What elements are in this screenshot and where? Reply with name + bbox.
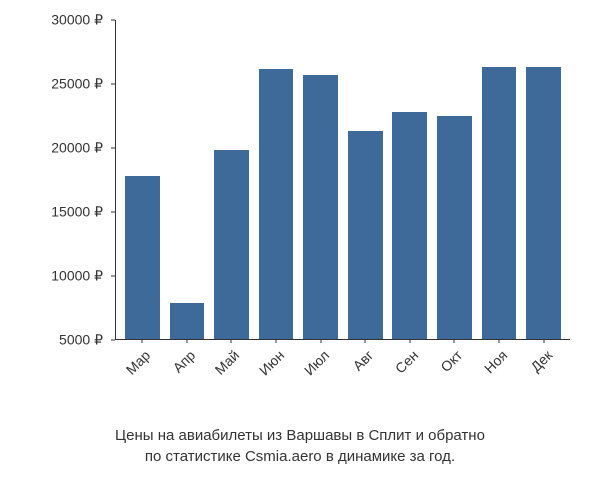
- bar-slot: Ноя: [477, 20, 522, 339]
- bar: [303, 75, 338, 339]
- bar-slot: Мар: [120, 20, 165, 339]
- y-tick-label: 30000 ₽: [30, 12, 115, 29]
- bar-slot: Апр: [165, 20, 210, 339]
- bar: [392, 112, 427, 339]
- bar: [526, 67, 561, 339]
- x-tick-mark: [454, 339, 455, 343]
- y-tick-label: 10000 ₽: [30, 268, 115, 285]
- bar-slot: Сен: [388, 20, 433, 339]
- x-tick-mark: [186, 339, 187, 343]
- bar: [348, 131, 383, 339]
- x-tick-mark: [543, 339, 544, 343]
- y-tick-label: 20000 ₽: [30, 140, 115, 157]
- bar-slot: Дек: [521, 20, 566, 339]
- bar: [437, 116, 472, 339]
- caption-line-1: Цены на авиабилеты из Варшавы в Сплит и …: [115, 427, 485, 444]
- bar-slot: Июн: [254, 20, 299, 339]
- plot-area: МарАпрМайИюнИюлАвгСенОктНояДек: [115, 20, 570, 340]
- bar-slot: Май: [209, 20, 254, 339]
- caption-line-2: по статистике Csmia.aero в динамике за г…: [145, 448, 455, 465]
- price-chart: 5000 ₽10000 ₽15000 ₽20000 ₽25000 ₽30000 …: [30, 20, 570, 400]
- bar-slot: Июл: [298, 20, 343, 339]
- bar: [125, 176, 160, 339]
- x-tick-mark: [231, 339, 232, 343]
- x-tick-mark: [365, 339, 366, 343]
- bar-slot: Окт: [432, 20, 477, 339]
- bars-container: МарАпрМайИюнИюлАвгСенОктНояДек: [116, 20, 570, 339]
- chart-caption: Цены на авиабилеты из Варшавы в Сплит и …: [0, 425, 600, 467]
- x-tick-mark: [142, 339, 143, 343]
- y-tick-label: 15000 ₽: [30, 204, 115, 221]
- x-tick-mark: [320, 339, 321, 343]
- x-tick-mark: [409, 339, 410, 343]
- x-tick-mark: [276, 339, 277, 343]
- bar-slot: Авг: [343, 20, 388, 339]
- bar: [259, 69, 294, 340]
- bar: [214, 150, 249, 339]
- x-tick-mark: [499, 339, 500, 343]
- y-tick-label: 25000 ₽: [30, 76, 115, 93]
- bar: [482, 67, 517, 339]
- y-tick-label: 5000 ₽: [30, 332, 115, 349]
